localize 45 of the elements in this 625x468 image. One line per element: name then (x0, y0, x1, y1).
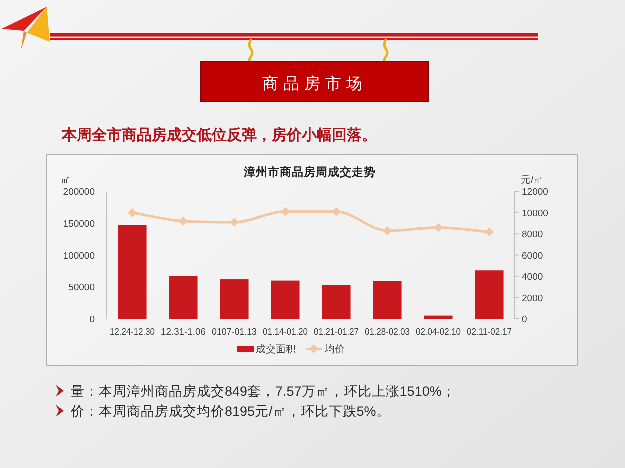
x-tick-label: 01.21-01.27 (314, 327, 365, 338)
point (485, 228, 494, 237)
text: 价：本周商品房成交均价8195元/㎡，环比下跌5%。 (70, 404, 390, 419)
point (434, 223, 443, 232)
legend-label: 均价 (324, 344, 345, 356)
y2-tick-label: 10000 (522, 208, 548, 220)
bar (373, 281, 402, 319)
y2-tick-label: 0 (522, 314, 528, 326)
bar (475, 270, 504, 319)
chart-subtitle: 本周全市商品房成交低位反弹，房价小幅回落。 (61, 126, 377, 144)
y2-axis-title: 元/㎡ (521, 175, 544, 186)
bar (271, 280, 300, 319)
y2-tick-label: 6000 (522, 250, 544, 262)
point (383, 226, 392, 236)
legend-label: 成交面积 (256, 344, 296, 356)
point (281, 207, 290, 216)
y2-tick-label: 12000 (522, 187, 548, 198)
x-tick-label: 12.31-1.06 (161, 327, 206, 338)
y2-tick-label: 2000 (522, 293, 544, 304)
y-axis-title: ㎡ (61, 175, 71, 186)
bar (118, 225, 147, 319)
text: 量：本周漳州商品房成交849套，7.57万㎡，环比上涨1510%； (71, 384, 456, 399)
x-tick-label: 01.28-02.03 (365, 327, 416, 338)
y2-tick-label: 4000 (522, 272, 544, 284)
point (230, 218, 239, 227)
chart-title: 漳州市商品房周成交走势 (243, 165, 376, 179)
text: 商品房市场 (262, 75, 368, 93)
x-tick-label: 01.14-01.20 (263, 327, 314, 338)
y2-tick-label: 8000 (522, 230, 544, 241)
bar (322, 285, 351, 319)
bar (424, 316, 453, 319)
y-tick-label: 0 (90, 314, 95, 326)
x-tick-label: 0107-01.13 (212, 327, 260, 338)
y-tick-label: 150000 (63, 219, 95, 230)
point (128, 208, 137, 218)
point (332, 207, 341, 216)
y-tick-label: 50000 (68, 282, 95, 294)
x-tick-label: 02.11-02.17 (467, 327, 518, 338)
y-tick-label: 100000 (63, 250, 95, 262)
bar (169, 276, 198, 319)
bar (220, 280, 249, 319)
x-tick-label: 02.04-02.10 (416, 327, 467, 338)
y-tick-label: 200000 (63, 187, 95, 198)
point (179, 216, 188, 226)
x-tick-label: 12.24-12.30 (110, 327, 161, 338)
